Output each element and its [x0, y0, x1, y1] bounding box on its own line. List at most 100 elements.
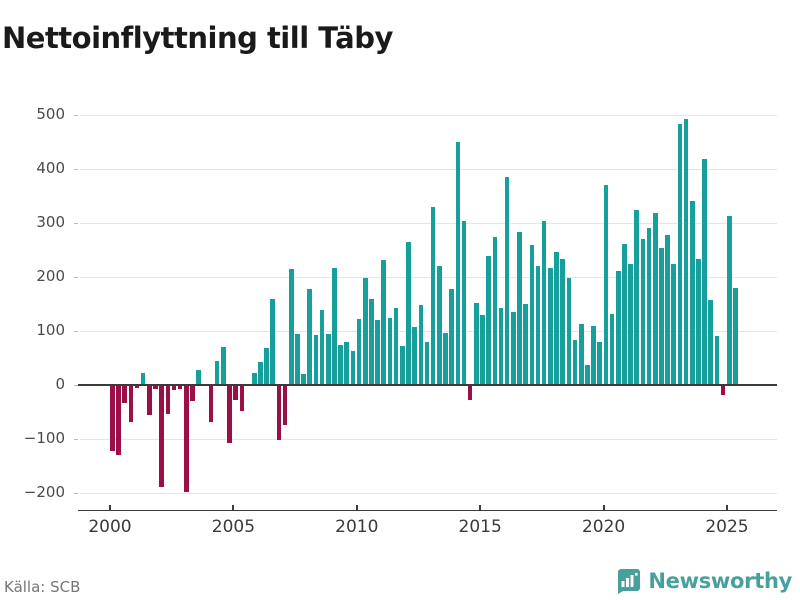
quarter-bar[interactable] — [251, 372, 257, 385]
quarter-bar[interactable] — [720, 385, 726, 395]
quarter-bar[interactable] — [535, 265, 541, 385]
quarter-bar[interactable] — [184, 385, 189, 493]
quarter-bar[interactable] — [529, 244, 535, 385]
quarter-bar[interactable] — [652, 212, 658, 385]
quarter-bar[interactable] — [233, 385, 238, 400]
quarter-bar[interactable] — [603, 185, 609, 385]
quarter-bar[interactable] — [140, 372, 146, 385]
quarter-bar[interactable] — [646, 228, 652, 385]
quarter-bar[interactable] — [714, 336, 720, 385]
quarter-bar[interactable] — [196, 369, 201, 385]
quarter-bar[interactable] — [548, 267, 553, 385]
quarter-bar[interactable] — [541, 220, 547, 385]
quarter-bar[interactable] — [615, 271, 621, 385]
quarter-bar[interactable] — [437, 265, 442, 385]
quarter-bar[interactable] — [430, 206, 436, 385]
quarter-bar[interactable] — [511, 312, 516, 385]
quarter-bar[interactable] — [381, 260, 387, 385]
quarter-bar[interactable] — [301, 374, 306, 385]
quarter-bar[interactable] — [190, 385, 195, 402]
quarter-bar[interactable] — [325, 334, 331, 385]
quarter-bar[interactable] — [171, 385, 177, 390]
quarter-bar[interactable] — [665, 235, 670, 385]
quarter-bar[interactable] — [393, 308, 399, 385]
quarter-bar[interactable] — [572, 339, 578, 385]
quarter-bar[interactable] — [153, 385, 158, 390]
quarter-bar[interactable] — [406, 241, 411, 385]
quarter-bar[interactable] — [708, 299, 714, 385]
quarter-bar[interactable] — [221, 347, 226, 385]
quarter-bar[interactable] — [165, 385, 171, 415]
quarter-bar[interactable] — [480, 314, 485, 385]
quarter-bar[interactable] — [671, 263, 677, 385]
quarter-bar[interactable] — [554, 251, 559, 385]
quarter-bar[interactable] — [295, 333, 300, 385]
quarter-bar[interactable] — [128, 385, 134, 422]
quarter-bar[interactable] — [159, 385, 164, 487]
quarter-bar[interactable] — [449, 288, 454, 385]
quarter-bar[interactable] — [338, 344, 343, 385]
quarter-bar[interactable] — [369, 298, 374, 385]
quarter-bar[interactable] — [578, 323, 584, 385]
quarter-bar[interactable] — [628, 264, 633, 385]
quarter-bar[interactable] — [110, 385, 115, 451]
quarter-bar[interactable] — [504, 177, 510, 385]
quarter-bar[interactable] — [276, 385, 282, 441]
quarter-bar[interactable] — [677, 124, 683, 385]
quarter-bar[interactable] — [122, 385, 127, 404]
quarter-bar[interactable] — [560, 259, 565, 385]
quarter-bar[interactable] — [134, 385, 140, 388]
quarter-bar[interactable] — [270, 298, 275, 385]
quarter-bar[interactable] — [659, 248, 664, 385]
brand-logo[interactable]: Newsworthy — [615, 568, 792, 594]
quarter-bar[interactable] — [634, 209, 640, 385]
quarter-bar[interactable] — [214, 360, 220, 385]
quarter-bar[interactable] — [362, 277, 368, 385]
quarter-bar[interactable] — [307, 288, 313, 385]
quarter-bar[interactable] — [467, 385, 473, 401]
quarter-bar[interactable] — [227, 385, 232, 443]
quarter-bar[interactable] — [455, 142, 461, 385]
quarter-bar[interactable] — [597, 341, 603, 385]
quarter-bar[interactable] — [356, 319, 362, 385]
quarter-bar[interactable] — [622, 243, 627, 385]
quarter-bar[interactable] — [640, 239, 646, 385]
quarter-bar[interactable] — [177, 385, 183, 390]
quarter-bar[interactable] — [443, 332, 448, 385]
quarter-bar[interactable] — [147, 385, 152, 416]
quarter-bar[interactable] — [609, 314, 615, 385]
quarter-bar[interactable] — [399, 346, 405, 385]
quarter-bar[interactable] — [727, 215, 732, 385]
quarter-bar[interactable] — [486, 256, 491, 385]
quarter-bar[interactable] — [239, 385, 245, 411]
quarter-bar[interactable] — [733, 287, 738, 385]
quarter-bar[interactable] — [258, 362, 263, 385]
quarter-bar[interactable] — [461, 220, 467, 385]
quarter-bar[interactable] — [332, 268, 337, 385]
quarter-bar[interactable] — [282, 385, 288, 425]
quarter-bar[interactable] — [591, 325, 596, 385]
quarter-bar[interactable] — [412, 327, 417, 385]
quarter-bar[interactable] — [344, 342, 350, 385]
quarter-bar[interactable] — [116, 385, 121, 456]
quarter-bar[interactable] — [683, 119, 689, 385]
quarter-bar[interactable] — [689, 200, 695, 385]
quarter-bar[interactable] — [696, 259, 701, 385]
quarter-bar[interactable] — [585, 365, 590, 385]
quarter-bar[interactable] — [264, 348, 269, 385]
quarter-bar[interactable] — [288, 268, 294, 385]
quarter-bar[interactable] — [350, 350, 356, 385]
quarter-bar[interactable] — [424, 342, 430, 385]
quarter-bar[interactable] — [208, 385, 214, 422]
quarter-bar[interactable] — [523, 304, 528, 385]
quarter-bar[interactable] — [566, 277, 572, 385]
quarter-bar[interactable] — [313, 335, 319, 385]
quarter-bar[interactable] — [517, 232, 522, 385]
quarter-bar[interactable] — [492, 236, 498, 385]
quarter-bar[interactable] — [702, 159, 707, 385]
quarter-bar[interactable] — [498, 307, 504, 385]
quarter-bar[interactable] — [375, 320, 380, 385]
quarter-bar[interactable] — [418, 304, 424, 385]
quarter-bar[interactable] — [387, 317, 393, 385]
quarter-bar[interactable] — [319, 309, 325, 385]
